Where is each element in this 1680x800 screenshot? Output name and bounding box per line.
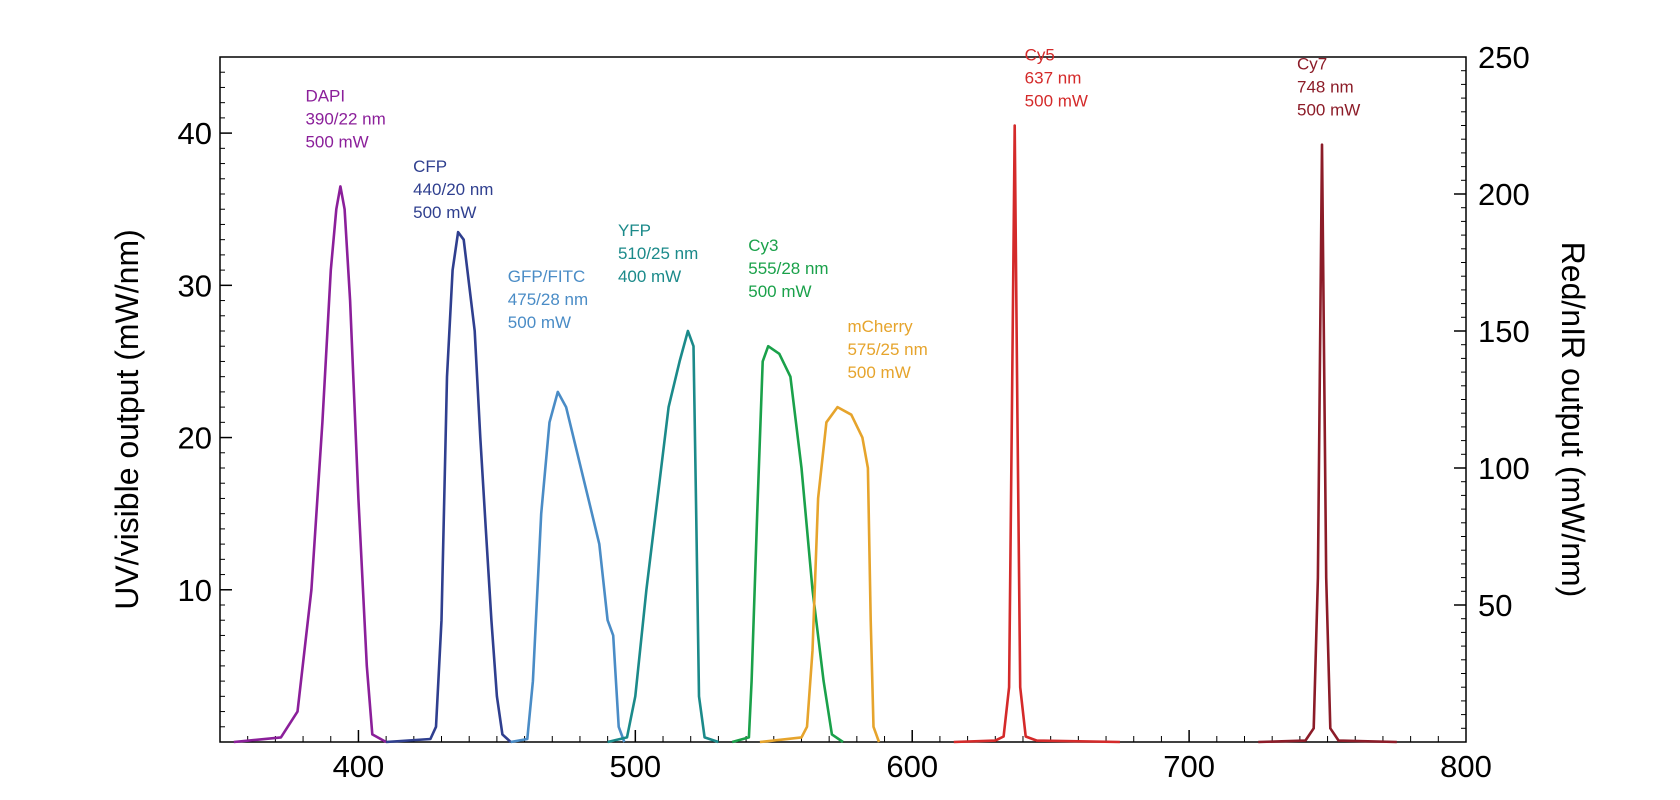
- series-line-mcherry: [759, 405, 881, 744]
- y-left-tick-label: 40: [178, 116, 212, 151]
- series-line-yfp: [607, 329, 719, 744]
- x-tick-label: 500: [609, 749, 661, 784]
- annotation-line: GFP/FITC: [508, 267, 585, 286]
- annotation-line: 390/22 nm: [305, 109, 385, 128]
- annotation-line: DAPI: [305, 86, 345, 105]
- series-line-dapi: [233, 185, 387, 744]
- annotation-gfp-fitc: GFP/FITC 475/28 nm 500 mW: [508, 267, 588, 332]
- annotation-line: CFP: [413, 157, 447, 176]
- series-line-cy5: [953, 124, 1120, 744]
- series-lines: [233, 124, 1397, 744]
- annotation-line: 637 nm: [1025, 69, 1082, 88]
- annotation-yfp: YFP 510/25 nm 400 mW: [618, 221, 698, 286]
- plot-frame: [219, 56, 1467, 743]
- annotation-line: 748 nm: [1297, 78, 1354, 97]
- annotation-line: mCherry: [847, 317, 913, 336]
- y-right-tick-label: 200: [1478, 177, 1530, 212]
- series-line-cfp: [386, 230, 512, 744]
- annotation-cfp: CFP 440/20 nm 500 mW: [413, 157, 493, 222]
- axes: 400 500 600 700 800 10 20 30 40 50 100 150 200 250: [178, 40, 1530, 784]
- annotation-line: Cy7: [1297, 55, 1327, 74]
- x-tick-label: 400: [333, 749, 385, 784]
- annotation-line: YFP: [618, 221, 651, 240]
- annotation-cy5: Cy5 637 nm 500 mW: [1025, 46, 1088, 111]
- annotation-line: 500 mW: [1297, 101, 1360, 120]
- annotation-dapi: DAPI 390/22 nm 500 mW: [305, 86, 385, 151]
- annotation-line: Cy3: [748, 236, 778, 255]
- annotation-line: 575/25 nm: [847, 340, 927, 359]
- x-tick-label: 800: [1440, 749, 1492, 784]
- y-right-tick-label: 50: [1478, 588, 1512, 623]
- annotation-line: 500 mW: [508, 313, 571, 332]
- series-line-cy3: [731, 344, 844, 744]
- y-axis-right-title: Red/nIR output (mW/nm): [1555, 242, 1591, 598]
- annotation-line: 500 mW: [847, 363, 910, 382]
- y-right-tick-label: 250: [1478, 40, 1530, 75]
- y-left-tick-label: 30: [178, 268, 212, 303]
- annotation-line: 500 mW: [305, 132, 368, 151]
- annotation-cy3: Cy3 555/28 nm 500 mW: [748, 236, 828, 301]
- series-line-cy7: [1258, 143, 1397, 744]
- annotation-line: 400 mW: [618, 267, 681, 286]
- annotation-line: 555/28 nm: [748, 259, 828, 278]
- annotation-mcherry: mCherry 575/25 nm 500 mW: [847, 317, 927, 382]
- annotation-line: 510/25 nm: [618, 244, 698, 263]
- annotation-line: Cy5: [1025, 46, 1055, 65]
- annotation-line: 500 mW: [413, 203, 476, 222]
- annotation-line: 440/20 nm: [413, 180, 493, 199]
- annotation-line: 500 mW: [748, 282, 811, 301]
- y-axis-left-title: UV/visible output (mW/nm): [109, 229, 145, 610]
- series-line-gfp-fitc: [510, 390, 626, 744]
- x-tick-label: 700: [1163, 749, 1215, 784]
- x-tick-label: 600: [886, 749, 938, 784]
- annotation-line: 500 mW: [1025, 92, 1088, 111]
- annotation-cy7: Cy7 748 nm 500 mW: [1297, 55, 1360, 120]
- y-right-tick-label: 100: [1478, 451, 1530, 486]
- annotation-line: 475/28 nm: [508, 290, 588, 309]
- y-right-tick-label: 150: [1478, 314, 1530, 349]
- y-left-tick-label: 10: [178, 573, 212, 608]
- y-left-tick-label: 20: [178, 421, 212, 456]
